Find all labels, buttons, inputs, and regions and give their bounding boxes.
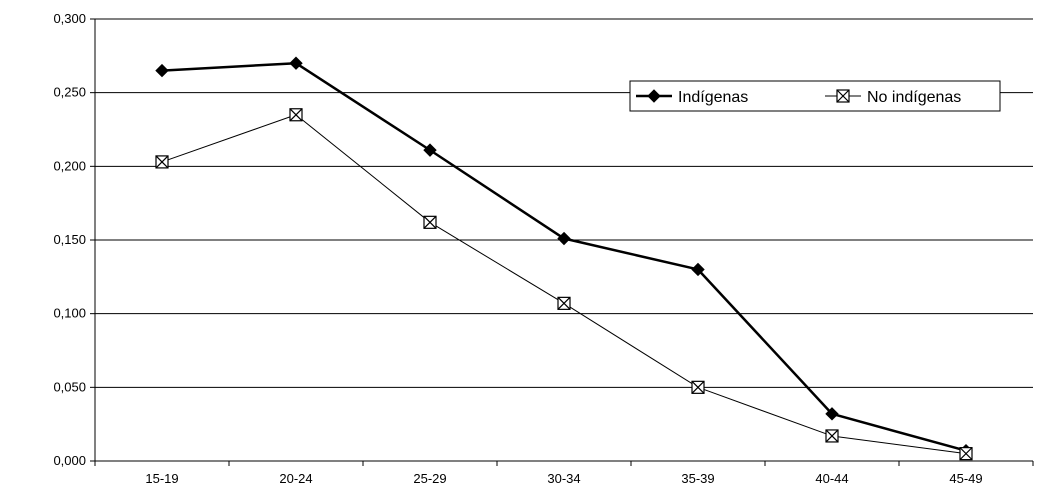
data-point	[691, 380, 705, 394]
legend-marker	[836, 89, 850, 103]
series-2	[155, 108, 973, 461]
y-tick-label: 0,250	[53, 85, 86, 100]
y-tick-label: 0,100	[53, 306, 86, 321]
data-point	[289, 108, 303, 122]
data-point	[557, 231, 571, 246]
legend-items: Indígenas No indígenas	[636, 89, 961, 106]
legend-item: No indígenas	[825, 89, 961, 106]
series-line	[161, 61, 967, 452]
y-tick-label: 0,000	[53, 453, 86, 468]
y-tick-label: 0,050	[53, 379, 86, 394]
x-tick-label: 25-29	[413, 471, 446, 486]
x-tick-label: 30-34	[547, 471, 580, 486]
data-point	[959, 447, 973, 461]
legend-box	[629, 80, 1001, 112]
legend-label: No indígenas	[867, 89, 961, 106]
x-tick-label: 15-19	[145, 471, 178, 486]
series-line	[161, 114, 967, 455]
x-tick-label: 40-44	[815, 471, 848, 486]
legend-marker	[647, 89, 661, 103]
x-tick-label: 20-24	[279, 471, 312, 486]
y-axis-ticks: 0,000 0,050 0,100 0,150 0,200 0,250 0,300	[53, 11, 95, 468]
series-1	[155, 56, 973, 458]
data-point	[155, 155, 169, 169]
x-tick-label: 45-49	[949, 471, 982, 486]
data-point	[423, 143, 437, 157]
gridlines	[95, 18, 1033, 388]
x-axis-ticks: 15-19 20-24 25-29 30-34 35-39 40-44 45-49	[94, 461, 1034, 486]
y-tick-label: 0,300	[53, 11, 86, 26]
data-point	[691, 262, 705, 277]
y-tick-label: 0,200	[53, 158, 86, 173]
legend: Indígenas No indígenas	[629, 80, 1001, 112]
legend-item: Indígenas	[636, 89, 748, 106]
y-tick-label: 0,150	[53, 232, 86, 247]
data-point	[155, 63, 169, 78]
data-point	[825, 407, 839, 421]
series-layer	[155, 56, 973, 461]
x-tick-label: 35-39	[681, 471, 714, 486]
data-point	[557, 296, 571, 310]
data-point	[423, 215, 437, 229]
data-point	[825, 429, 839, 443]
data-point	[289, 56, 303, 70]
legend-label: Indígenas	[678, 89, 748, 106]
